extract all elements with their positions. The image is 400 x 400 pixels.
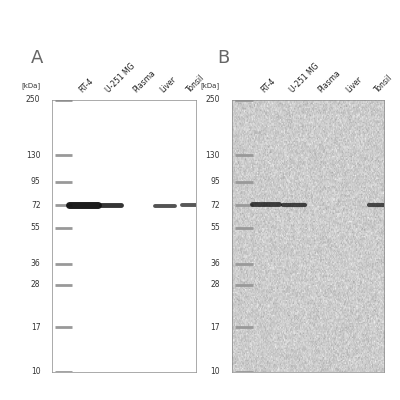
Text: 130: 130 xyxy=(26,151,40,160)
Text: 130: 130 xyxy=(205,151,220,160)
Text: 55: 55 xyxy=(210,224,220,232)
Text: 72: 72 xyxy=(210,201,220,210)
Text: Tonsil: Tonsil xyxy=(185,73,207,94)
Text: 36: 36 xyxy=(31,259,40,268)
Text: Liver: Liver xyxy=(344,75,364,94)
Text: 28: 28 xyxy=(31,280,40,290)
Text: U-251 MG: U-251 MG xyxy=(104,62,137,94)
Text: 250: 250 xyxy=(26,96,40,104)
Text: Plasma: Plasma xyxy=(316,68,342,94)
Text: U-251 MG: U-251 MG xyxy=(288,62,320,94)
Text: A: A xyxy=(30,49,43,67)
Text: 36: 36 xyxy=(210,259,220,268)
Text: 17: 17 xyxy=(31,323,40,332)
Text: 95: 95 xyxy=(31,177,40,186)
Text: RT-4: RT-4 xyxy=(259,77,277,94)
Text: 28: 28 xyxy=(210,280,220,290)
Text: Plasma: Plasma xyxy=(131,68,157,94)
Text: 10: 10 xyxy=(210,368,220,376)
Text: RT-4: RT-4 xyxy=(77,77,95,94)
Text: 55: 55 xyxy=(31,224,40,232)
Text: [kDa]: [kDa] xyxy=(21,82,40,89)
Text: Tonsil: Tonsil xyxy=(373,73,394,94)
Text: 250: 250 xyxy=(205,96,220,104)
Text: B: B xyxy=(217,49,229,67)
Text: 17: 17 xyxy=(210,323,220,332)
Text: [kDa]: [kDa] xyxy=(201,82,220,89)
Text: 10: 10 xyxy=(31,368,40,376)
Text: 72: 72 xyxy=(31,201,40,210)
Text: 95: 95 xyxy=(210,177,220,186)
Text: Liver: Liver xyxy=(158,75,178,94)
